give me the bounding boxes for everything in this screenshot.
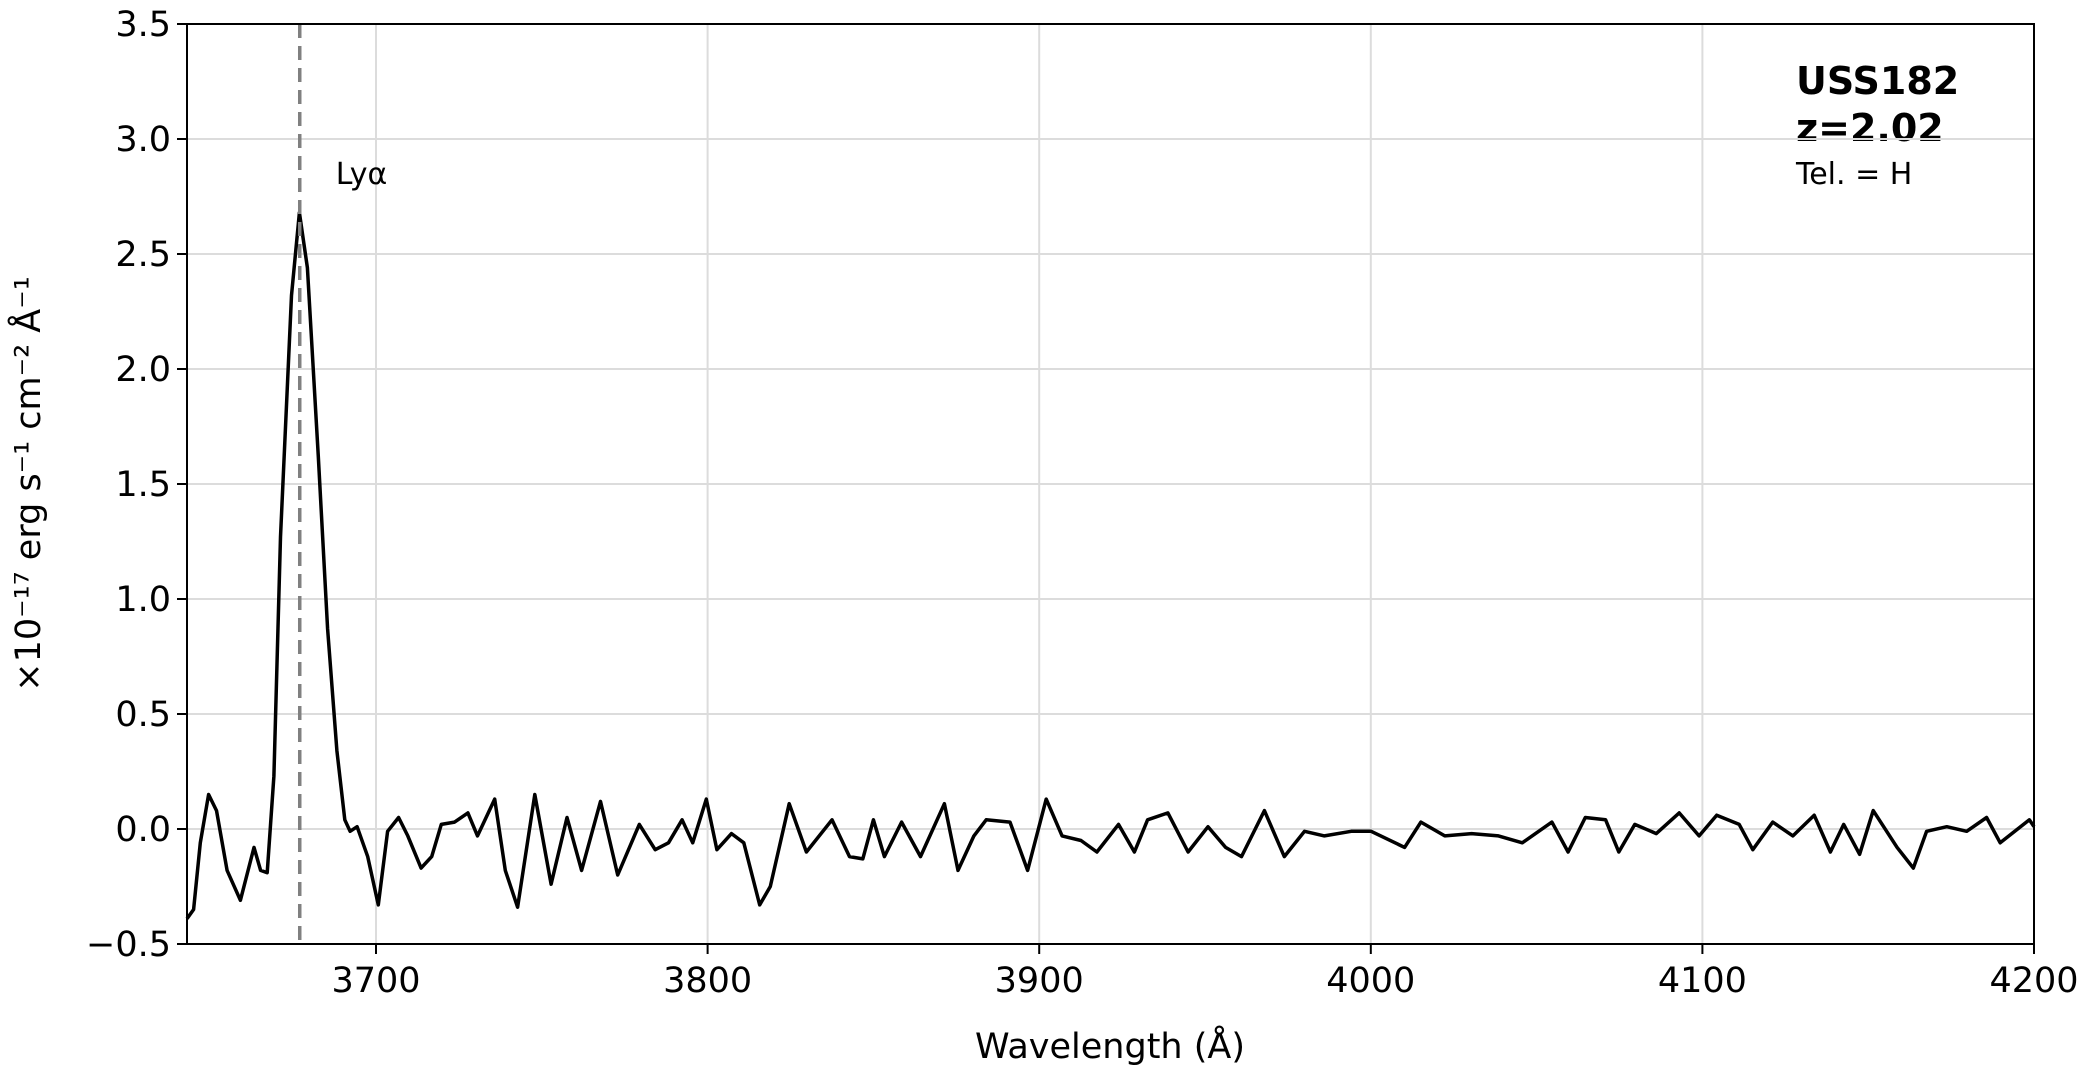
y-tick-label: 3.0 [115,120,171,160]
x-tick-label: 4200 [1989,961,2078,1001]
x-tick-label: 4000 [1326,961,1415,1001]
x-axis-label: Wavelength (Å) [975,1024,1245,1067]
x-tick-label: 3900 [995,961,1084,1001]
object-name: USS182 [1796,59,1959,103]
spectrum-line [185,210,2036,920]
y-tick-label: 0.0 [115,810,171,850]
x-tick-label: 4100 [1658,961,1747,1001]
y-tick-label: 3.5 [115,5,171,45]
y-tick-label: 2.0 [115,350,171,390]
y-axis-label: ×10⁻¹⁷ erg s⁻¹ cm⁻² Å⁻¹ [6,276,49,691]
y-tick-label: 1.5 [115,465,171,505]
redshift: z=2.02 [1796,106,1944,150]
y-tick-label: 1.0 [115,580,171,620]
x-tick-label: 3800 [663,961,752,1001]
y-tick-label: −0.5 [86,925,171,965]
line-marker-label: Lyα [336,157,388,192]
y-tick-label: 0.5 [115,695,171,735]
telescope: Tel. = H [1795,157,1912,192]
x-tick-label: 3700 [331,961,420,1001]
plot-frame [186,23,2035,945]
y-tick-label: 2.5 [115,235,171,275]
